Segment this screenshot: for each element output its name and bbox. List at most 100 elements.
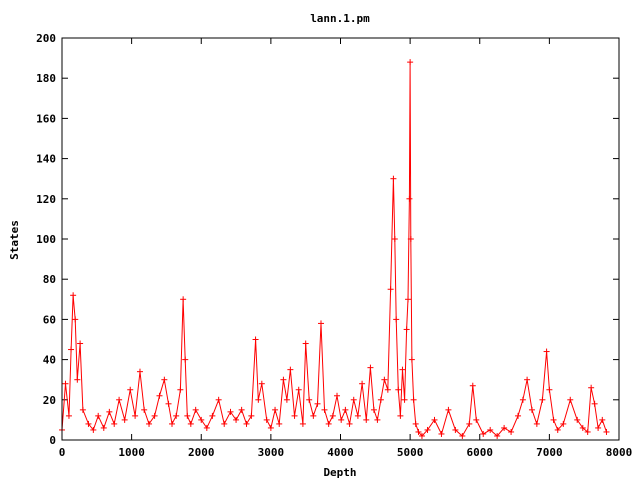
- data-point: [390, 175, 397, 182]
- data-point: [95, 412, 102, 419]
- data-point: [180, 296, 187, 303]
- data-point: [263, 416, 270, 423]
- data-point: [401, 396, 408, 403]
- data-point: [338, 416, 345, 423]
- data-point: [591, 400, 598, 407]
- data-point: [68, 346, 75, 353]
- data-point: [480, 430, 487, 437]
- y-tick-label: 180: [36, 72, 56, 85]
- data-point: [487, 426, 494, 433]
- y-tick-label: 80: [43, 273, 56, 286]
- data-point: [177, 386, 184, 393]
- data-point: [151, 412, 158, 419]
- data-point: [310, 412, 317, 419]
- data-point: [473, 416, 480, 423]
- data-point: [399, 366, 406, 373]
- data-point: [136, 368, 143, 375]
- data-point: [346, 420, 353, 427]
- data-point: [74, 376, 81, 383]
- data-point: [203, 424, 210, 431]
- data-point: [187, 420, 194, 427]
- data-point: [543, 348, 550, 355]
- data-point: [367, 364, 374, 371]
- data-point: [381, 376, 388, 383]
- data-point: [405, 296, 412, 303]
- data-point: [306, 396, 313, 403]
- data-point: [412, 420, 419, 427]
- data-point: [418, 432, 425, 439]
- y-tick-label: 100: [36, 233, 56, 246]
- data-point: [146, 420, 153, 427]
- y-tick-label: 60: [43, 313, 56, 326]
- data-point: [221, 420, 228, 427]
- x-tick-label: 3000: [258, 446, 285, 459]
- data-point: [106, 408, 113, 415]
- data-point: [85, 420, 92, 427]
- data-point: [584, 428, 591, 435]
- data-point: [291, 412, 298, 419]
- data-point: [325, 420, 332, 427]
- data-point: [233, 416, 240, 423]
- data-point: [588, 384, 595, 391]
- data-point: [395, 386, 402, 393]
- data-point: [302, 340, 309, 347]
- data-point: [567, 396, 574, 403]
- y-axis-label: States: [8, 220, 21, 260]
- data-point: [407, 59, 414, 66]
- y-tick-label: 20: [43, 394, 56, 407]
- data-point: [546, 386, 553, 393]
- data-point: [508, 428, 515, 435]
- data-point: [466, 420, 473, 427]
- data-point: [406, 195, 413, 202]
- data-point: [321, 406, 328, 413]
- y-tick-label: 40: [43, 354, 56, 367]
- data-point: [169, 420, 176, 427]
- data-point: [184, 412, 191, 419]
- data-point: [438, 430, 445, 437]
- data-point: [182, 356, 189, 363]
- data-point: [161, 376, 168, 383]
- data-point: [524, 376, 531, 383]
- data-point: [283, 396, 290, 403]
- chart-title: lann.1.pm: [310, 12, 370, 25]
- data-point: [515, 412, 522, 419]
- data-point: [280, 376, 287, 383]
- data-point: [141, 406, 148, 413]
- data-point: [519, 396, 526, 403]
- data-point: [377, 396, 384, 403]
- data-point: [276, 420, 283, 427]
- x-axis-label: Depth: [323, 466, 356, 479]
- y-tick-label: 120: [36, 193, 56, 206]
- x-tick-label: 4000: [327, 446, 354, 459]
- data-point: [209, 412, 216, 419]
- data-point: [238, 406, 245, 413]
- data-point: [539, 396, 546, 403]
- data-point: [579, 424, 586, 431]
- data-point: [173, 412, 180, 419]
- data-point: [342, 406, 349, 413]
- x-tick-label: 6000: [467, 446, 494, 459]
- data-point: [243, 420, 250, 427]
- data-point: [329, 412, 336, 419]
- data-point: [603, 428, 610, 435]
- x-tick-label: 1000: [118, 446, 145, 459]
- data-point: [62, 380, 69, 387]
- data-point: [248, 412, 255, 419]
- data-point: [334, 392, 341, 399]
- x-tick-label: 0: [59, 446, 66, 459]
- series-group: [59, 59, 610, 439]
- data-point: [387, 286, 394, 293]
- data-point: [227, 408, 234, 415]
- data-point: [252, 336, 259, 343]
- data-point: [550, 416, 557, 423]
- data-point: [77, 340, 84, 347]
- data-point: [318, 320, 325, 327]
- data-point: [350, 396, 357, 403]
- data-point: [72, 316, 79, 323]
- data-point: [374, 416, 381, 423]
- data-point: [165, 400, 172, 407]
- data-point: [554, 426, 561, 433]
- data-point: [111, 420, 118, 427]
